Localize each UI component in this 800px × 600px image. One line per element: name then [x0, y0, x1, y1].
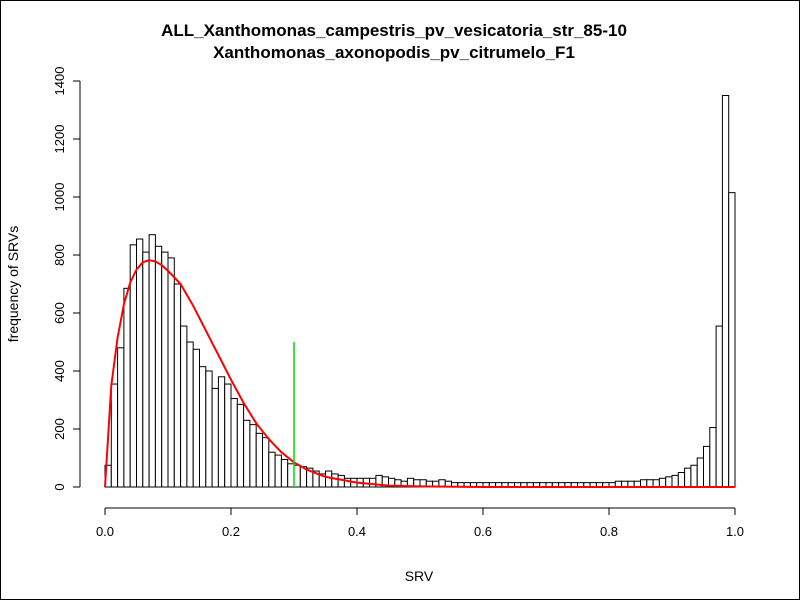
histogram-bar [262, 437, 270, 488]
histogram-bar [142, 251, 150, 488]
histogram-bar [230, 398, 238, 488]
histogram-bar [236, 403, 245, 488]
fit-curve-group [104, 259, 735, 488]
y-tick-label: 600 [52, 302, 67, 324]
x-tick-label: 0.6 [474, 524, 492, 539]
histogram-bar [117, 347, 125, 488]
histogram-bar [684, 467, 692, 488]
y-tick-label: 200 [52, 418, 67, 440]
histogram-bar [199, 366, 207, 488]
histogram-bar [690, 464, 698, 488]
histogram-bar [255, 432, 263, 488]
histogram-bar [665, 476, 673, 488]
histogram-bar [148, 234, 156, 488]
histogram-bar [243, 419, 251, 488]
histogram-bar [703, 445, 711, 488]
histogram-bar [652, 479, 660, 488]
y-axis-label: frequency of SRVs [5, 226, 21, 342]
histogram-bar [205, 370, 213, 488]
histogram-bar [154, 245, 163, 488]
histogram-bar [167, 257, 175, 488]
x-tick-label: 1.0 [726, 524, 744, 539]
y-tick-label: 800 [52, 244, 67, 266]
chart-title: ALL_Xanthomonas_campestris_pv_vesicatori… [161, 21, 627, 40]
y-axis: 0 200 400 600 800 1000 1200 1400 [52, 67, 81, 491]
histogram-bar [709, 427, 717, 488]
histogram-bars [104, 95, 736, 488]
y-tick-label: 1000 [52, 183, 67, 212]
x-tick-label: 0.4 [348, 524, 366, 539]
histogram-bar [677, 472, 686, 488]
histogram-bar [192, 348, 200, 488]
histogram-bar [161, 251, 169, 488]
fit-curve [104, 259, 735, 488]
histogram-bar [658, 477, 667, 488]
histogram-bar [640, 479, 648, 488]
histogram-bar [728, 192, 736, 488]
histogram-bar [123, 287, 131, 488]
y-tick-label: 400 [52, 360, 67, 382]
histogram-bar [671, 474, 679, 488]
histogram-bar [337, 474, 345, 488]
histogram-bar [268, 451, 276, 488]
y-tick-label: 1400 [52, 67, 67, 96]
histogram-bar [136, 238, 144, 488]
histogram-bar [274, 454, 282, 488]
x-tick-label: 0.8 [600, 524, 618, 539]
x-tick-label: 0.0 [96, 524, 114, 539]
histogram-bar [249, 424, 257, 488]
histogram-bar [211, 387, 219, 488]
y-tick-label: 0 [52, 483, 67, 490]
histogram-bar [369, 477, 377, 488]
histogram-bar [715, 325, 723, 488]
x-axis: 0.0 0.2 0.4 0.6 0.8 1.0 [96, 507, 744, 539]
histogram-bar [646, 479, 654, 488]
histogram-bar [696, 457, 705, 488]
x-axis-label: SRV [405, 568, 434, 584]
histogram-bar [186, 341, 194, 488]
histogram-bar [110, 383, 119, 488]
histogram-bar [217, 376, 226, 488]
chart-subtitle: Xanthomonas_axonopodis_pv_citrumelo_F1 [213, 43, 575, 62]
histogram-bar [173, 283, 182, 488]
histogram-bar [331, 473, 339, 488]
histogram-bar [280, 458, 289, 488]
histogram-bar [180, 325, 188, 488]
histogram-bar [224, 383, 232, 488]
histogram-bar [325, 470, 333, 488]
x-tick-label: 0.2 [222, 524, 240, 539]
histogram-bar [721, 95, 730, 488]
histogram-bar [293, 464, 301, 488]
histogram-bar [287, 463, 295, 488]
y-tick-label: 1200 [52, 125, 67, 154]
